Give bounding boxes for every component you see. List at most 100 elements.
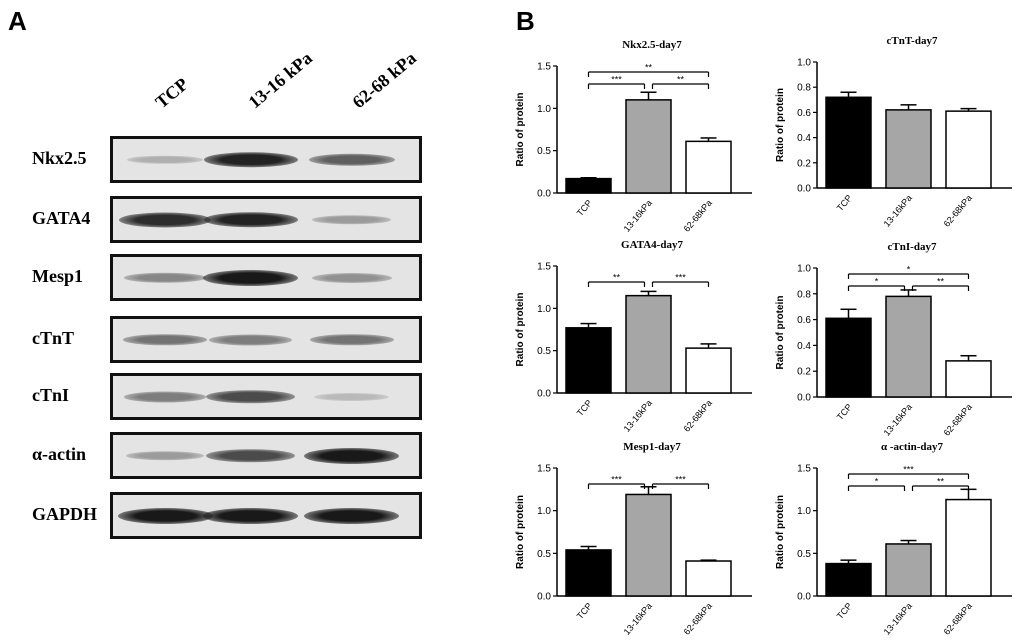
y-tick-label: 1.0 xyxy=(537,506,551,517)
y-tick-label: 0.4 xyxy=(797,341,811,352)
blot-band xyxy=(203,151,298,168)
significance-label: ** xyxy=(613,273,621,283)
blot-strip xyxy=(110,136,422,183)
blot-strip xyxy=(110,492,422,539)
x-tick-label: 62-68kPa xyxy=(682,198,714,234)
significance-label: ** xyxy=(677,75,685,85)
y-axis-label: Ratio of protein xyxy=(775,88,786,162)
bar xyxy=(945,360,992,398)
blot-band xyxy=(123,333,207,346)
x-tick-label: TCP xyxy=(575,198,594,218)
y-tick-label: 0.6 xyxy=(797,108,811,119)
bar xyxy=(565,177,612,194)
y-tick-label: 1.0 xyxy=(797,506,811,517)
y-axis-label: Ratio of protein xyxy=(775,495,786,569)
blot-band xyxy=(311,272,392,283)
blot-band xyxy=(125,450,205,461)
bar xyxy=(685,347,732,394)
y-tick-label: 0.2 xyxy=(797,158,811,169)
blot-strip xyxy=(110,254,422,301)
x-tick-label: TCP xyxy=(835,601,854,621)
blot-strip xyxy=(110,316,422,363)
panel-b-letter: B xyxy=(516,6,535,36)
x-tick-label: 62-68kPa xyxy=(942,601,974,637)
bar xyxy=(685,560,732,597)
bar xyxy=(885,109,932,189)
y-tick-label: 0.6 xyxy=(797,315,811,326)
y-tick-label: 1.5 xyxy=(537,62,551,73)
bar-chart: cTnT-day7 0.0 0.2 0.4 0.6 0.8 1.0 Ratio of prot… xyxy=(775,35,1012,229)
bar xyxy=(625,294,672,394)
y-tick-label: 0.0 xyxy=(797,184,811,195)
bar xyxy=(625,99,672,194)
blot-band xyxy=(124,272,206,283)
blot-band xyxy=(123,391,207,402)
bar-chart: Nkx2.5-day7 0.0 0.5 1.0 1.5 Ratio of protein T… xyxy=(515,39,752,234)
blot-band xyxy=(206,448,296,463)
x-tick-label: 13-16kPa xyxy=(882,601,914,637)
significance-label: *** xyxy=(611,475,622,485)
x-tick-label: 13-16kPa xyxy=(622,601,654,637)
y-tick-label: 0.4 xyxy=(797,133,811,144)
y-tick-label: 1.5 xyxy=(537,464,551,475)
y-tick-label: 0.0 xyxy=(797,393,811,404)
chart-title: GATA4-day7 xyxy=(621,239,683,251)
y-tick-label: 0.0 xyxy=(797,592,811,603)
bar-chart: Mesp1-day7 0.0 0.5 1.0 1.5 Ratio of protein TC… xyxy=(515,441,752,637)
y-axis-label: Ratio of protein xyxy=(515,495,526,569)
bar xyxy=(565,549,612,597)
blot-label: Mesp1 xyxy=(32,265,83,286)
blot-label: α-actin xyxy=(32,443,87,464)
y-tick-label: 0.0 xyxy=(537,389,551,400)
bar xyxy=(685,140,732,194)
bar xyxy=(625,493,672,597)
x-tick-label: TCP xyxy=(835,402,854,422)
x-tick-label: 13-16kPa xyxy=(882,193,914,229)
blot-band xyxy=(209,334,292,345)
x-tick-label: 62-68kPa xyxy=(942,193,974,229)
bar xyxy=(945,498,992,597)
bar xyxy=(825,96,872,189)
significance-label: *** xyxy=(675,475,686,485)
y-tick-label: 0.2 xyxy=(797,367,811,378)
y-tick-label: 1.0 xyxy=(797,58,811,69)
y-tick-label: 1.0 xyxy=(537,104,551,115)
blot-strip xyxy=(110,373,422,420)
significance-label: ** xyxy=(937,477,945,487)
bar xyxy=(825,317,872,398)
blot-band xyxy=(309,333,394,346)
bar xyxy=(885,295,932,398)
x-tick-label: 13-16kPa xyxy=(622,198,654,234)
blot-label: GAPDH xyxy=(32,503,97,524)
y-tick-label: 0.5 xyxy=(537,549,551,560)
blot-band xyxy=(308,153,395,166)
y-tick-label: 1.5 xyxy=(537,262,551,273)
x-tick-label: TCP xyxy=(835,193,854,213)
bar xyxy=(885,543,932,597)
blot-band xyxy=(203,211,298,228)
y-tick-label: 0.8 xyxy=(797,289,811,300)
y-axis-label: Ratio of protein xyxy=(775,296,786,370)
chart-title: α -actin-day7 xyxy=(881,441,944,453)
x-tick-label: TCP xyxy=(575,398,594,418)
bar xyxy=(945,110,992,189)
significance-label: ** xyxy=(937,277,945,287)
x-tick-label: 62-68kPa xyxy=(942,402,974,438)
significance-label: * xyxy=(875,277,879,287)
bar-chart: cTnI-day7 0.0 0.2 0.4 0.6 0.8 1.0 Ratio of prot… xyxy=(775,241,1012,438)
x-tick-label: 13-16kPa xyxy=(882,402,914,438)
blot-label: cTnT xyxy=(32,327,75,348)
blot-band xyxy=(117,507,213,524)
blot-band xyxy=(203,507,299,524)
blot-band xyxy=(304,507,400,524)
chart-title: Mesp1-day7 xyxy=(623,441,681,453)
y-axis-label: Ratio of protein xyxy=(515,293,526,367)
significance-label: ** xyxy=(645,63,653,73)
blot-label: cTnI xyxy=(32,384,70,405)
y-tick-label: 1.5 xyxy=(797,464,811,475)
blot-band xyxy=(314,392,390,401)
blot-strip xyxy=(110,196,422,243)
blot-strip xyxy=(110,432,422,479)
y-tick-label: 0.0 xyxy=(537,592,551,603)
